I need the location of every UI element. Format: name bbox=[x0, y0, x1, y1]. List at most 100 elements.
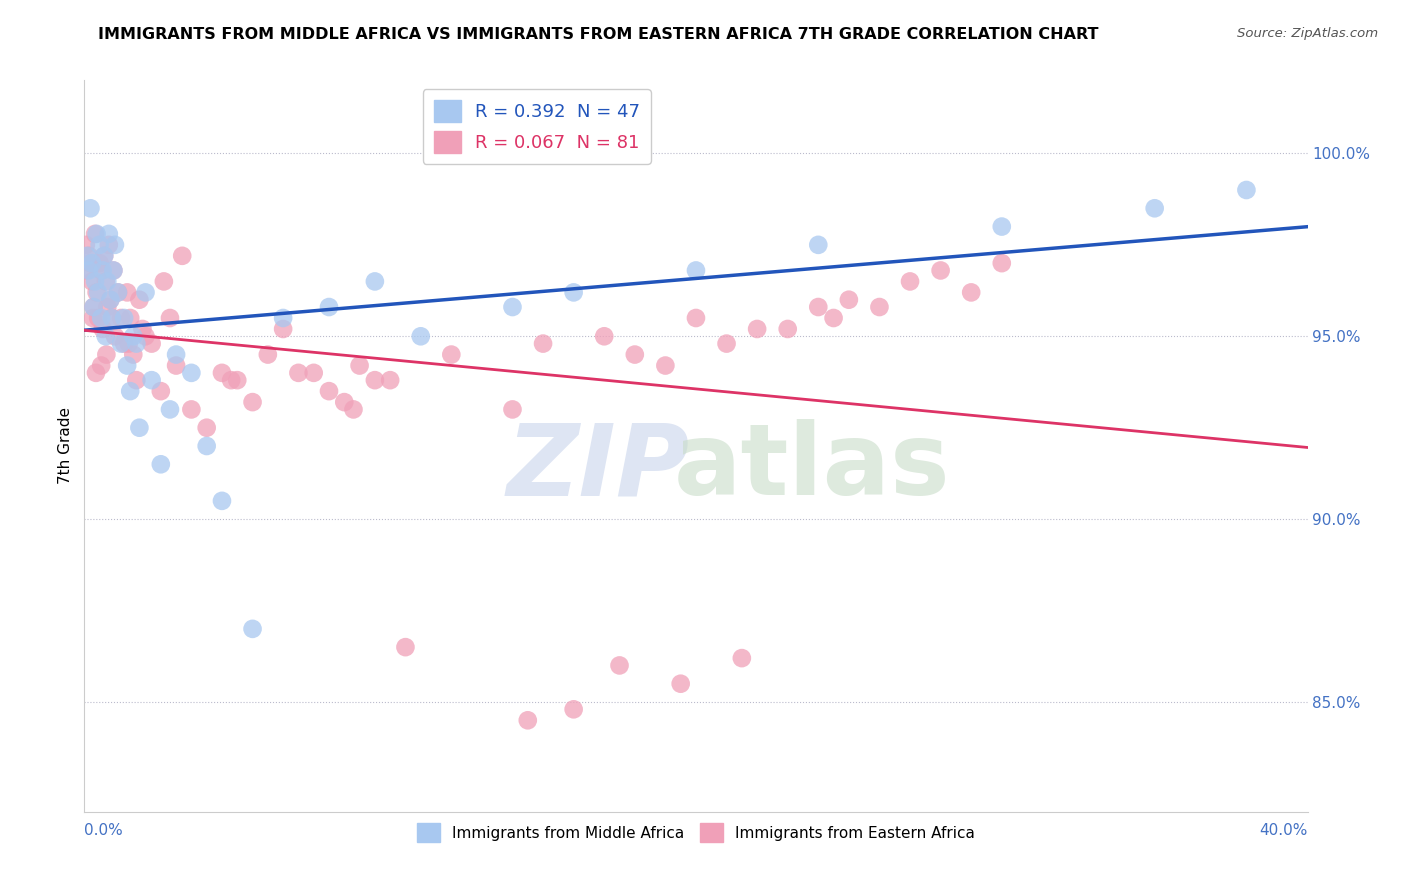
Point bbox=[115, 285, 138, 300]
Point bbox=[180, 366, 202, 380]
Point bbox=[79, 256, 101, 270]
Point bbox=[531, 336, 554, 351]
Point bbox=[118, 336, 141, 351]
Point bbox=[103, 263, 125, 277]
Point bbox=[104, 238, 127, 252]
Point bbox=[94, 329, 117, 343]
Point bbox=[807, 238, 830, 252]
Point bbox=[122, 348, 145, 362]
Point bbox=[562, 702, 585, 716]
Point bbox=[122, 329, 145, 343]
Point bbox=[90, 359, 112, 373]
Point bbox=[93, 249, 115, 263]
Text: IMMIGRANTS FROM MIDDLE AFRICA VS IMMIGRANTS FROM EASTERN AFRICA 7TH GRADE CORREL: IMMIGRANTS FROM MIDDLE AFRICA VS IMMIGRA… bbox=[98, 27, 1099, 42]
Text: 0.0%: 0.0% bbox=[84, 822, 124, 838]
Point bbox=[226, 373, 249, 387]
Point bbox=[77, 249, 100, 263]
Point bbox=[211, 494, 233, 508]
Point bbox=[654, 359, 676, 373]
Point bbox=[165, 348, 187, 362]
Point bbox=[271, 311, 294, 326]
Point bbox=[271, 322, 294, 336]
Point bbox=[195, 439, 218, 453]
Point bbox=[89, 238, 111, 252]
Point bbox=[747, 322, 769, 336]
Legend: Immigrants from Middle Africa, Immigrants from Eastern Africa: Immigrants from Middle Africa, Immigrant… bbox=[411, 817, 981, 848]
Point bbox=[364, 275, 387, 289]
Point bbox=[76, 249, 98, 263]
Point bbox=[502, 300, 524, 314]
Point bbox=[112, 336, 135, 351]
Point bbox=[120, 384, 142, 399]
Text: ZIP: ZIP bbox=[506, 419, 689, 516]
Point bbox=[96, 300, 118, 314]
Point bbox=[869, 300, 891, 314]
Point bbox=[685, 311, 707, 326]
Point bbox=[90, 311, 112, 326]
Point bbox=[75, 238, 97, 252]
Point bbox=[593, 329, 616, 343]
Point bbox=[80, 256, 103, 270]
Point bbox=[318, 300, 340, 314]
Point bbox=[131, 322, 153, 336]
Point bbox=[380, 373, 402, 387]
Point bbox=[716, 336, 738, 351]
Point bbox=[93, 249, 115, 263]
Point bbox=[135, 285, 157, 300]
Point bbox=[107, 285, 129, 300]
Point bbox=[77, 263, 100, 277]
Point bbox=[159, 311, 181, 326]
Point bbox=[287, 366, 309, 380]
Point bbox=[83, 300, 105, 314]
Point bbox=[165, 359, 187, 373]
Point bbox=[128, 421, 150, 435]
Text: atlas: atlas bbox=[673, 419, 950, 516]
Point bbox=[125, 336, 148, 351]
Point bbox=[159, 402, 181, 417]
Point bbox=[107, 285, 129, 300]
Point bbox=[364, 373, 387, 387]
Point bbox=[838, 293, 860, 307]
Point bbox=[991, 256, 1014, 270]
Point bbox=[101, 311, 124, 326]
Point bbox=[96, 275, 118, 289]
Point bbox=[94, 275, 117, 289]
Point bbox=[103, 263, 125, 277]
Point bbox=[318, 384, 340, 399]
Point bbox=[125, 373, 148, 387]
Point bbox=[98, 293, 121, 307]
Text: Source: ZipAtlas.com: Source: ZipAtlas.com bbox=[1237, 27, 1378, 40]
Point bbox=[502, 402, 524, 417]
Point bbox=[79, 202, 101, 216]
Point bbox=[669, 677, 692, 691]
Point bbox=[211, 366, 233, 380]
Point bbox=[333, 395, 356, 409]
Point bbox=[731, 651, 754, 665]
Point bbox=[97, 238, 120, 252]
Point bbox=[349, 359, 371, 373]
Point bbox=[101, 311, 124, 326]
Point bbox=[960, 285, 983, 300]
Point bbox=[991, 219, 1014, 234]
Point bbox=[149, 458, 172, 472]
Point bbox=[409, 329, 432, 343]
Text: 40.0%: 40.0% bbox=[1260, 822, 1308, 838]
Point bbox=[82, 311, 104, 326]
Point bbox=[120, 311, 142, 326]
Point bbox=[776, 322, 799, 336]
Point bbox=[87, 311, 110, 326]
Point bbox=[112, 311, 135, 326]
Point bbox=[86, 227, 108, 241]
Point bbox=[242, 395, 264, 409]
Point bbox=[1143, 202, 1166, 216]
Point bbox=[440, 348, 463, 362]
Point bbox=[91, 322, 114, 336]
Point bbox=[90, 263, 112, 277]
Point bbox=[898, 275, 921, 289]
Point bbox=[1236, 183, 1258, 197]
Point bbox=[98, 293, 121, 307]
Point bbox=[128, 293, 150, 307]
Point bbox=[91, 263, 114, 277]
Point bbox=[110, 311, 132, 326]
Point bbox=[96, 348, 118, 362]
